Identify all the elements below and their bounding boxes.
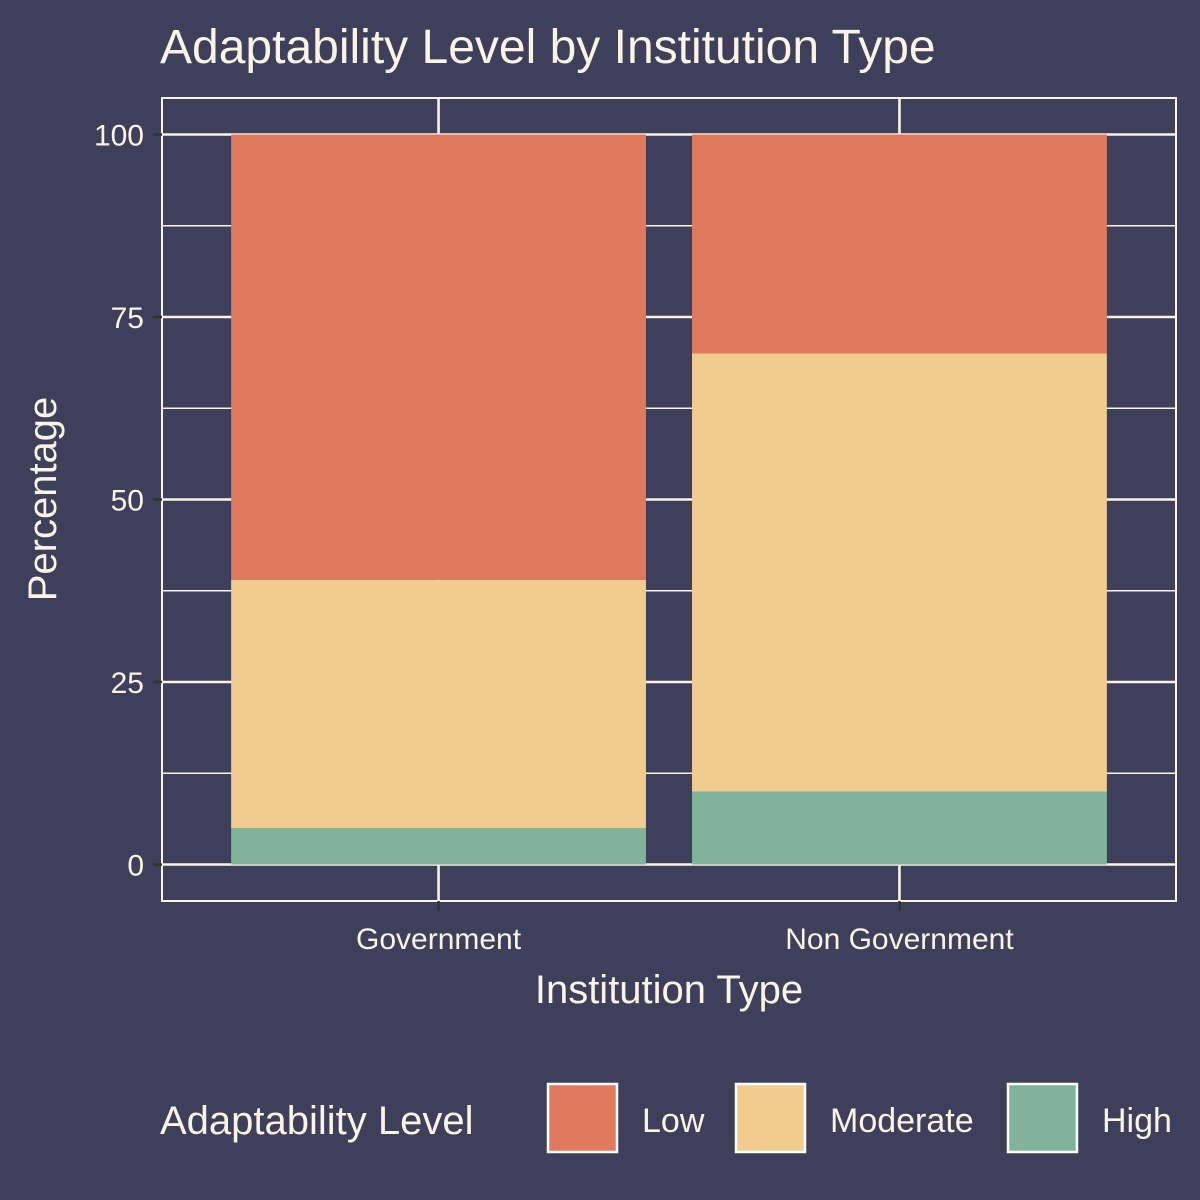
- legend-label-low: Low: [642, 1102, 705, 1140]
- bar-segment-moderate: [692, 353, 1107, 792]
- legend-key-low: [546, 1082, 619, 1154]
- legend-label-moderate: Moderate: [830, 1102, 974, 1140]
- y-tick-label: 25: [111, 667, 144, 700]
- legend-label-high: High: [1102, 1102, 1172, 1140]
- bar-segment-low: [231, 134, 646, 580]
- legend-key-high: [1006, 1082, 1079, 1154]
- bar-segment-moderate: [231, 579, 646, 828]
- x-tick-label: Non Government: [785, 923, 1014, 956]
- y-tick-label: 50: [111, 485, 144, 518]
- y-axis-title: Percentage: [21, 397, 65, 602]
- bar-segment-low: [692, 134, 1107, 354]
- x-tick-label: Government: [356, 923, 522, 956]
- axis-ticks: 0 25 50 75 100 Government Non Government: [94, 120, 1014, 957]
- bar-segment-high: [231, 828, 646, 865]
- legend-key-moderate: [734, 1082, 807, 1154]
- chart-title: Adaptability Level by Institution Type: [160, 21, 936, 74]
- x-axis-title: Institution Type: [535, 968, 803, 1012]
- bar-segment-high: [692, 791, 1107, 865]
- legend: Adaptability Level Low Moderate High: [160, 1082, 1172, 1154]
- y-tick-label: 75: [111, 302, 144, 335]
- y-tick-label: 0: [127, 850, 144, 883]
- legend-title: Adaptability Level: [160, 1099, 474, 1143]
- y-tick-label: 100: [94, 120, 144, 153]
- plot-area: [161, 97, 1177, 902]
